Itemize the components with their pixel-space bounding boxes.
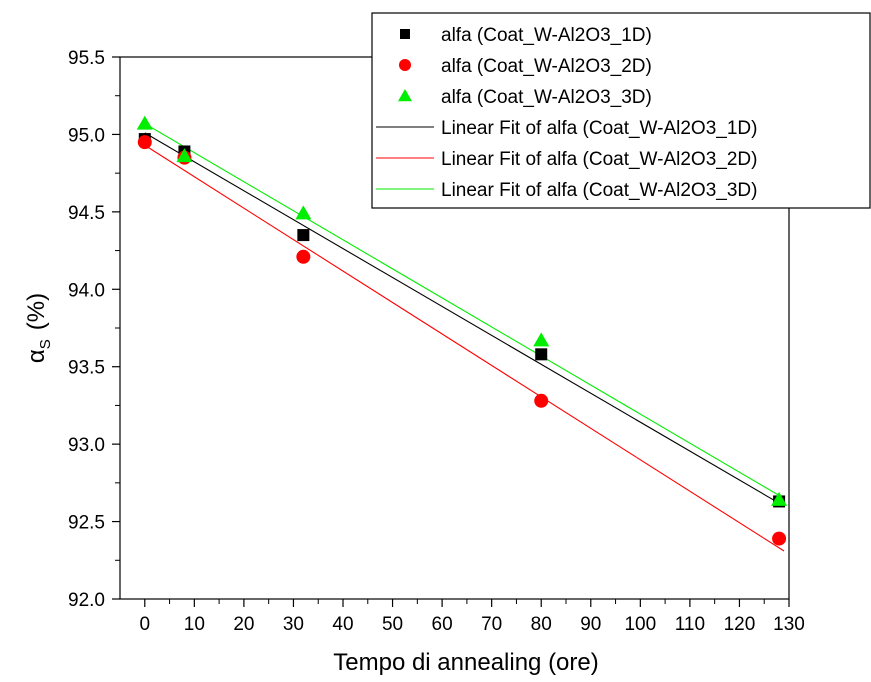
y-axis-unit: (%) (23, 293, 50, 330)
legend-label: Linear Fit of alfa (Coat_W-Al2O3_2D) (441, 149, 757, 170)
legend-label: Linear Fit of alfa (Coat_W-Al2O3_3D) (441, 180, 757, 201)
y-axis-symbol: α (23, 349, 50, 363)
data-markers (136, 115, 788, 546)
legend-label: Linear Fit of alfa (Coat_W-Al2O3_1D) (441, 118, 757, 139)
fit-line (144, 144, 785, 552)
legend: alfa (Coat_W-Al2O3_1D)alfa (Coat_W-Al2O3… (371, 12, 871, 209)
y-tick-label: 95.5 (68, 48, 105, 69)
y-tick-label: 93.5 (68, 358, 105, 379)
data-point-triangle (295, 205, 312, 220)
x-tick-label: 70 (481, 614, 502, 635)
x-tick-label: 90 (580, 614, 601, 635)
y-tick-label: 92.5 (68, 513, 105, 534)
data-point-circle (399, 59, 411, 71)
data-point-square (535, 348, 548, 361)
x-tick-label: 0 (139, 614, 150, 635)
y-axis-title: αS (%) (23, 293, 54, 363)
y-tick-label: 94.5 (68, 203, 105, 224)
data-point-circle (772, 531, 787, 546)
data-point-square (400, 29, 410, 39)
y-tick-label: 93.0 (68, 435, 105, 456)
x-tick-label: 30 (283, 614, 304, 635)
x-tick-label: 60 (432, 614, 453, 635)
x-tick-label: 120 (724, 614, 756, 635)
data-point-triangle (136, 115, 153, 130)
x-tick-label: 40 (332, 614, 353, 635)
y-axis-subscript: S (37, 339, 54, 349)
fit-line (144, 132, 785, 507)
x-tick-label: 130 (773, 614, 805, 635)
data-point-triangle (176, 148, 193, 163)
legend-label: alfa (Coat_W-Al2O3_2D) (441, 56, 652, 77)
x-tick-label: 100 (624, 614, 656, 635)
legend-frame (371, 12, 871, 209)
data-point-triangle (533, 332, 550, 347)
legend-label: alfa (Coat_W-Al2O3_3D) (441, 87, 652, 108)
svg-text:αS(%): αS (%) (23, 293, 54, 363)
x-axis-title: Tempo di annealing (ore) (333, 649, 599, 676)
x-tick-label: 80 (531, 614, 552, 635)
data-point-square (297, 229, 310, 242)
x-tick-label: 20 (233, 614, 254, 635)
x-tick-label: 110 (675, 614, 705, 635)
fit-line (144, 123, 785, 499)
legend-label: alfa (Coat_W-Al2O3_1D) (441, 25, 652, 46)
y-axis-ticks: 92.0 92.5 93.0 93.5 94.0 94.5 95.0 95.5 (68, 48, 120, 611)
x-tick-label: 50 (382, 614, 403, 635)
data-point-circle (296, 249, 311, 264)
x-tick-label: 10 (184, 614, 205, 635)
data-point-circle (137, 135, 152, 150)
data-point-triangle (398, 89, 412, 102)
y-tick-label: 92.0 (68, 590, 105, 611)
data-point-triangle (771, 491, 788, 506)
data-point-circle (534, 393, 549, 408)
y-tick-label: 94.0 (68, 280, 105, 301)
y-tick-label: 95.0 (68, 125, 105, 146)
x-axis-ticks: 0 10 20 30 40 50 60 70 80 90 100 110 120 130 (139, 599, 805, 635)
fit-lines (144, 123, 785, 552)
